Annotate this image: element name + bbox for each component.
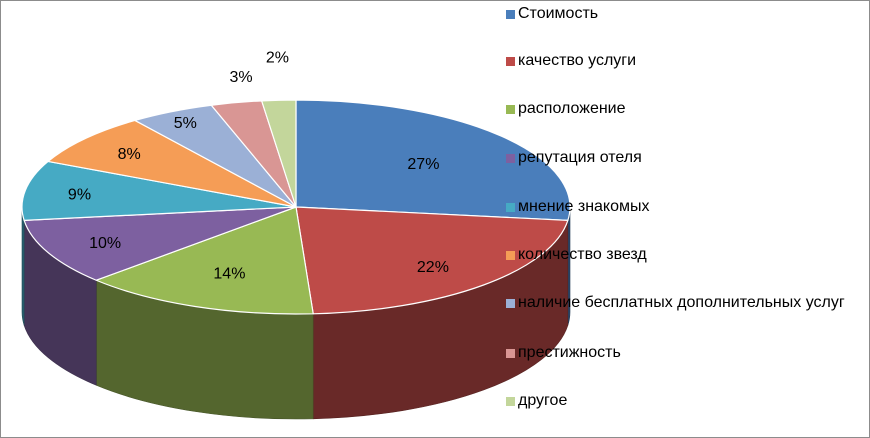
legend-label-2: расположение xyxy=(518,100,626,117)
legend-swatch-2 xyxy=(506,105,515,114)
legend-label-1: качество услуги xyxy=(518,52,637,69)
chart-legend: Стоимость качество услуги расположение репу… xyxy=(506,0,870,438)
legend-label-5: количество звезд xyxy=(518,246,647,263)
pie-slice-2 xyxy=(95,206,314,315)
legend-item-4: мнение знакомых xyxy=(506,197,866,217)
legend-label-3: репутация отеля xyxy=(518,149,642,166)
legend-swatch-6 xyxy=(506,299,515,308)
pie-slice-0 xyxy=(295,99,571,222)
pie-value-label-4: 9% xyxy=(68,187,91,204)
legend-item-8: другое xyxy=(506,391,866,411)
legend-swatch-3 xyxy=(506,154,515,163)
pie-value-label-2: 14% xyxy=(213,266,245,283)
pie-slice-1 xyxy=(295,206,569,315)
legend-item-7: престижность xyxy=(506,343,866,363)
pie-value-label-7: 3% xyxy=(229,69,252,86)
legend-swatch-5 xyxy=(506,251,515,260)
legend-label-0: Стоимость xyxy=(518,5,599,22)
legend-item-5: количество звезд xyxy=(506,245,866,265)
pie-side-layer xyxy=(21,206,571,420)
pie-value-label-5: 8% xyxy=(118,146,141,163)
pie-value-label-8: 2% xyxy=(266,50,289,67)
legend-swatch-8 xyxy=(506,397,515,406)
legend-item-2: расположение xyxy=(506,99,866,119)
legend-label-7: престижность xyxy=(518,344,621,361)
pie-side-4 xyxy=(21,206,25,326)
legend-swatch-0 xyxy=(506,10,515,19)
legend-swatch-7 xyxy=(506,349,515,358)
legend-item-3: репутация отеля xyxy=(506,148,866,168)
pie-top-layer xyxy=(21,99,571,315)
pie-value-label-3: 10% xyxy=(89,235,121,252)
pie-value-label-0: 27% xyxy=(407,156,439,173)
pie-value-label-1: 22% xyxy=(417,259,449,276)
pie-slice-5 xyxy=(47,119,297,208)
legend-label-6: наличие бесплатных дополнительных услуг xyxy=(518,294,845,311)
pie-slice-4 xyxy=(21,160,297,222)
legend-swatch-4 xyxy=(506,203,515,212)
legend-item-1: качество услуги xyxy=(506,51,866,71)
pie-slice-8 xyxy=(261,99,297,208)
legend-item-0: Стоимость xyxy=(506,4,866,24)
legend-item-6: наличие бесплатных дополнительных услуг xyxy=(506,293,866,313)
pie-value-label-6: 5% xyxy=(174,115,197,132)
legend-label-8: другое xyxy=(518,392,568,409)
pie-label-layer: 27% 22% 14% 10% 9% 8% 5% 3% 2% xyxy=(68,50,449,283)
legend-label-4: мнение знакомых xyxy=(518,198,650,215)
legend-swatch-1 xyxy=(506,57,515,66)
pie-slice-3 xyxy=(23,206,297,281)
